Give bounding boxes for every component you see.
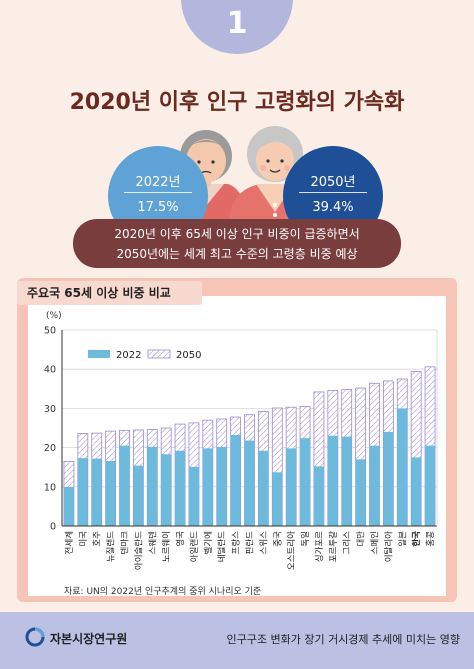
y-tick-label: 0 <box>50 522 56 533</box>
x-tick-label: 덴마크 <box>121 531 131 555</box>
x-tick-label: 이탈리아 <box>383 531 394 562</box>
y-tick-label: 40 <box>44 365 56 376</box>
x-tick-label: 프랑스 <box>231 531 242 555</box>
bar-2022 <box>383 431 394 526</box>
x-tick-label: 스웨덴 <box>147 531 158 555</box>
x-tick-label: 중국 <box>273 531 283 547</box>
legend-swatch-2022 <box>88 350 110 358</box>
bar-2022 <box>188 466 199 526</box>
summary-line-1: 2020년 이후 65세 이상 인구 비중이 급증하면서 <box>114 227 360 241</box>
bar-2022 <box>300 438 311 526</box>
x-tick-label: 스페인 <box>370 531 381 554</box>
x-tick-label: 네덜란드 <box>217 531 228 562</box>
x-tick-label: 스위스 <box>259 531 269 555</box>
bar-2022 <box>327 435 338 526</box>
bar-2022 <box>355 459 366 526</box>
x-tick-label: 미국 <box>79 531 89 547</box>
x-tick-label: 뉴질랜드 <box>106 531 117 562</box>
bar-2022 <box>91 458 102 526</box>
y-tick-label: 20 <box>44 443 56 454</box>
elderly-couple-illustration <box>160 126 316 225</box>
x-tick-label: 독일 <box>301 531 311 547</box>
x-tick-label: 전세계 <box>64 531 75 554</box>
bar-2022 <box>286 448 297 526</box>
y-tick-label: 10 <box>44 482 56 493</box>
stat-year: 2050년 <box>310 175 356 190</box>
x-tick-label: 벨기에 <box>203 531 214 554</box>
y-tick-label: 50 <box>44 326 56 337</box>
divider <box>299 192 367 193</box>
x-tick-label: 아일랜드 <box>189 531 200 562</box>
org-name: 자본시장연구원 <box>50 632 128 646</box>
legend-label-2022: 2022 <box>116 350 141 361</box>
summary-banner: 2020년 이후 65세 이상 인구 비중이 급증하면서 2050년에는 세계 … <box>73 219 401 268</box>
y-tick-label: 30 <box>44 404 56 415</box>
x-tick-label: 대만 <box>357 531 367 547</box>
x-tick-label: 한국 <box>411 531 422 547</box>
x-tick-label: 싱가포르 <box>314 531 325 562</box>
section-number: 1 <box>226 6 248 41</box>
bar-2022 <box>258 450 269 526</box>
legend-label-2050: 2050 <box>176 350 201 361</box>
bar-2022 <box>63 486 74 526</box>
bar-2022 <box>244 440 255 526</box>
divider <box>124 192 192 193</box>
bar-2022 <box>230 435 241 526</box>
stat-value: 17.5% <box>137 200 179 215</box>
bar-2022 <box>119 445 130 526</box>
x-tick-label: 노르웨이 <box>161 531 172 562</box>
chart-title: 주요국 65세 이상 비중 비교 <box>17 281 202 305</box>
x-tick-label: 오스트리아 <box>286 531 297 570</box>
bar-2022 <box>313 466 324 526</box>
stat-value: 39.4% <box>312 200 354 215</box>
summary-line-2: 2050년에는 세계 최고 수준의 고령층 비중 예상 <box>116 247 358 261</box>
bar-2022 <box>105 460 116 526</box>
x-tick-label: 홍콩 <box>425 531 436 547</box>
y-axis-unit: (%) <box>46 311 62 321</box>
x-tick-label: 호주 <box>93 531 103 547</box>
x-tick-label: 아이슬란드 <box>133 531 144 570</box>
bar-2022 <box>216 446 227 526</box>
stat-year: 2022년 <box>135 175 181 190</box>
bar-2022 <box>272 472 283 526</box>
bar-2022 <box>147 446 158 526</box>
x-tick-label: 일본 <box>398 531 408 547</box>
bar-2022 <box>397 408 408 526</box>
bar-2022 <box>341 436 352 526</box>
x-tick-label: 영국 <box>175 531 186 547</box>
x-tick-label: 포르투갈 <box>329 531 339 562</box>
logo-icon <box>25 627 45 647</box>
bar-2022 <box>175 450 186 526</box>
bar-2022 <box>425 445 436 526</box>
legend-swatch-2050 <box>147 349 171 359</box>
x-tick-label: 그리스 <box>343 531 353 555</box>
footer <box>0 612 474 669</box>
x-tick-label: 핀란드 <box>245 531 256 555</box>
bar-2022 <box>133 465 144 526</box>
bar-2022 <box>202 448 213 526</box>
bar-2022 <box>161 454 172 526</box>
source-note: 자료: UN의 2022년 인구추계의 중위 시나리오 기준 <box>64 587 262 597</box>
footer-title: 인구구조 변화가 장기 거시경제 추세에 미치는 영향 <box>226 633 461 646</box>
bar-2022 <box>369 445 380 526</box>
page-title: 2020년 이후 인구 고령화의 가속화 <box>69 90 405 115</box>
bar-2022 <box>411 457 422 526</box>
bar-2022 <box>77 458 88 526</box>
